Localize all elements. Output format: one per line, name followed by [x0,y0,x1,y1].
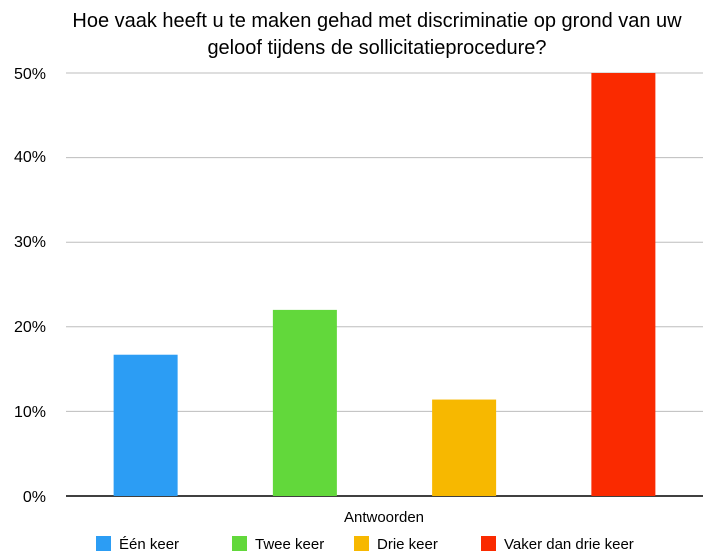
x-axis-label: Antwoorden [344,509,424,526]
legend-swatch-drie-keer [354,536,369,551]
y-tick-label-40: 40% [14,149,46,166]
y-tick-label-0: 0% [23,489,46,506]
bar-4 [591,73,656,496]
y-tick-label-50: 50% [14,66,46,83]
legend-label-een-keer: Één keer [119,536,179,553]
legend-label-twee-keer: Twee keer [255,536,324,553]
chart-title-line-1: Hoe vaak heeft u te maken gehad met disc… [72,10,682,32]
legend-label-vaker-dan-drie-keer: Vaker dan drie keer [504,536,634,553]
y-tick-label-10: 10% [14,404,46,421]
chart-title-line-2: geloof tijdens de sollicitatieprocedure? [207,37,546,59]
legend-swatch-twee-keer [232,536,247,551]
legend-swatch-een-keer [96,536,111,551]
bar-1 [113,354,178,496]
y-axis-ticks: 0% 10% 20% 30% 40% 50% [14,66,46,506]
bars [113,73,656,496]
y-tick-label-20: 20% [14,319,46,336]
y-tick-label-30: 30% [14,234,46,251]
legend: Één keer Twee keer Drie keer Vaker dan d… [96,536,634,553]
bar-3 [432,399,497,496]
legend-label-drie-keer: Drie keer [377,536,438,553]
bar-2 [272,309,337,496]
legend-swatch-vaker-dan-drie-keer [481,536,496,551]
